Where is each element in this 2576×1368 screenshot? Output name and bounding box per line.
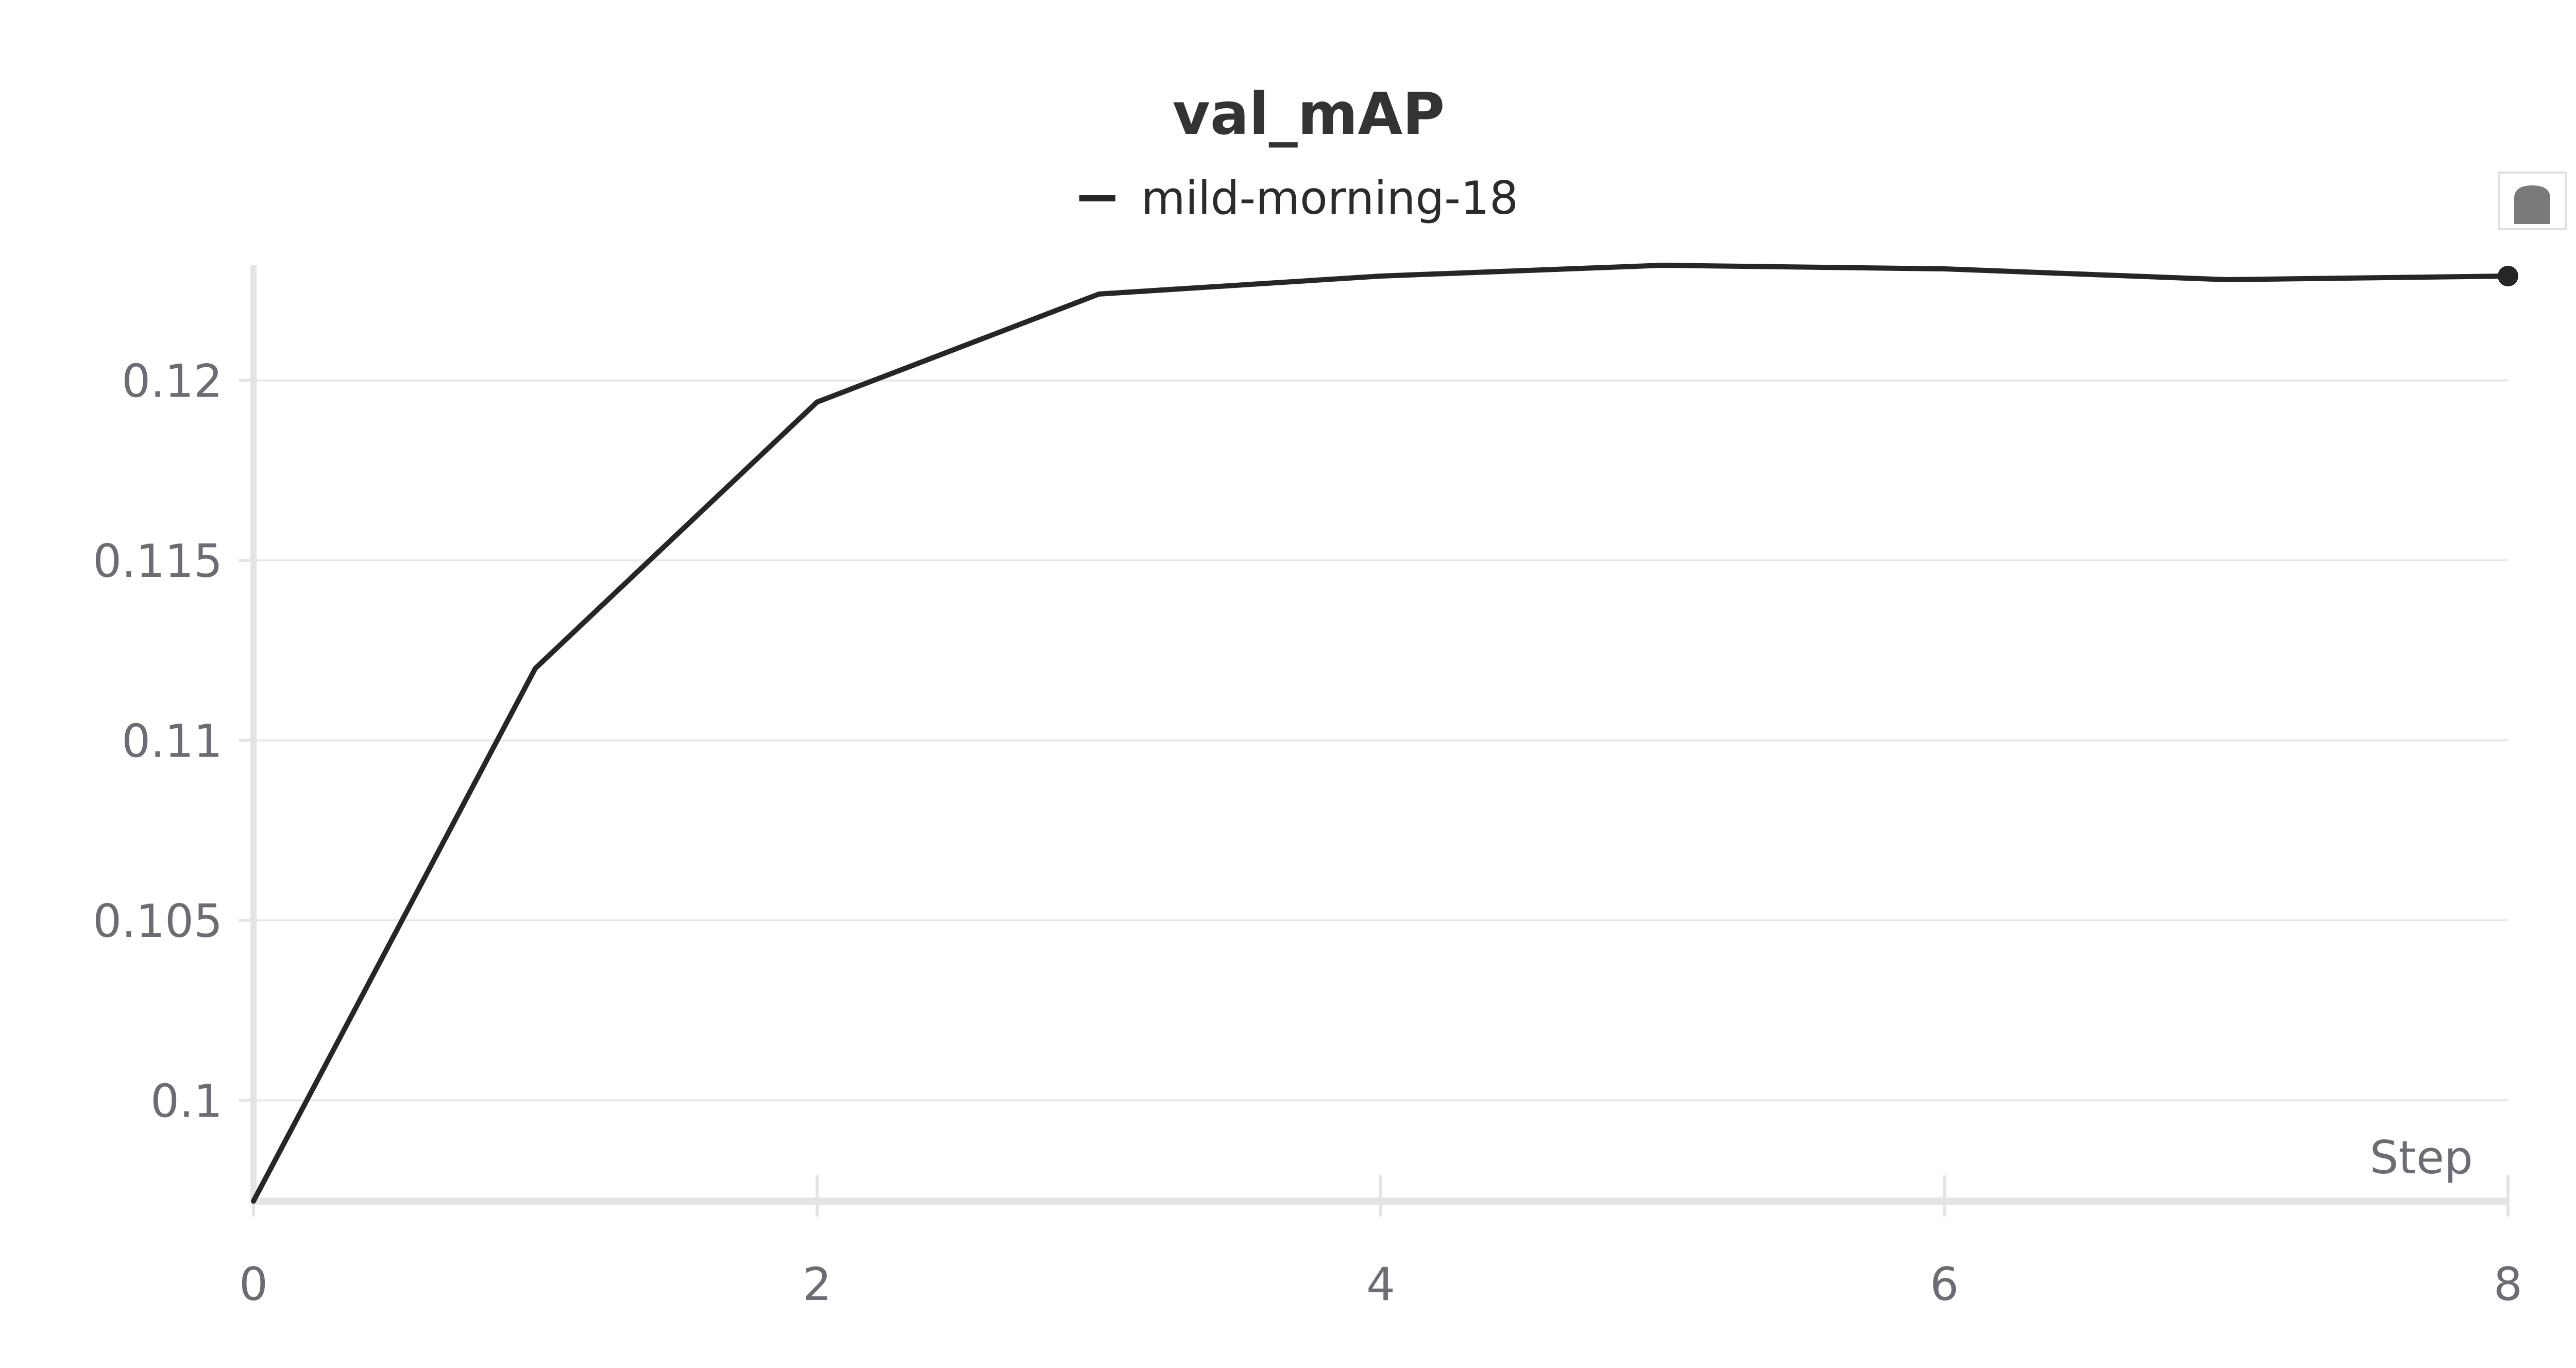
series-point	[1093, 288, 1105, 300]
panel-icon	[2514, 185, 2550, 224]
axes	[250, 265, 2508, 1205]
series-point	[1938, 263, 1951, 275]
legend[interactable]: mild-morning-18	[1079, 172, 1518, 225]
series-point	[1375, 270, 1387, 282]
series-point	[2220, 273, 2232, 286]
x-axis-ticks: 0 2 4 6 8	[239, 1175, 2522, 1311]
y-axis-ticks: 0.1 0.105 0.11 0.115 0.12	[93, 355, 253, 1127]
y-tick-label: 0.115	[93, 535, 223, 588]
x-tick-label: 6	[1930, 1258, 1959, 1311]
series-end-point	[2498, 265, 2518, 286]
series-point	[1656, 259, 1669, 271]
x-tick-label: 8	[2494, 1258, 2522, 1311]
series-line	[251, 263, 2511, 1204]
grid-lines	[253, 379, 2508, 1102]
y-tick-label: 0.11	[122, 714, 223, 767]
x-tick-label: 4	[1366, 1258, 1395, 1311]
x-tick-label: 2	[803, 1258, 832, 1311]
series-point	[529, 662, 541, 675]
series-point	[811, 396, 823, 408]
y-tick-label: 0.105	[93, 895, 223, 948]
x-axis-label: Step	[2370, 1131, 2473, 1184]
series-point	[247, 1195, 260, 1207]
y-tick-label: 0.12	[122, 355, 223, 408]
chart-title: val_mAP	[1173, 81, 1445, 148]
legend-label: mild-morning-18	[1141, 172, 1518, 225]
panel-menu-button[interactable]	[2498, 172, 2567, 230]
x-tick-label: 0	[239, 1258, 268, 1311]
series-layer	[247, 259, 2518, 1207]
y-tick-label: 0.1	[150, 1074, 223, 1127]
